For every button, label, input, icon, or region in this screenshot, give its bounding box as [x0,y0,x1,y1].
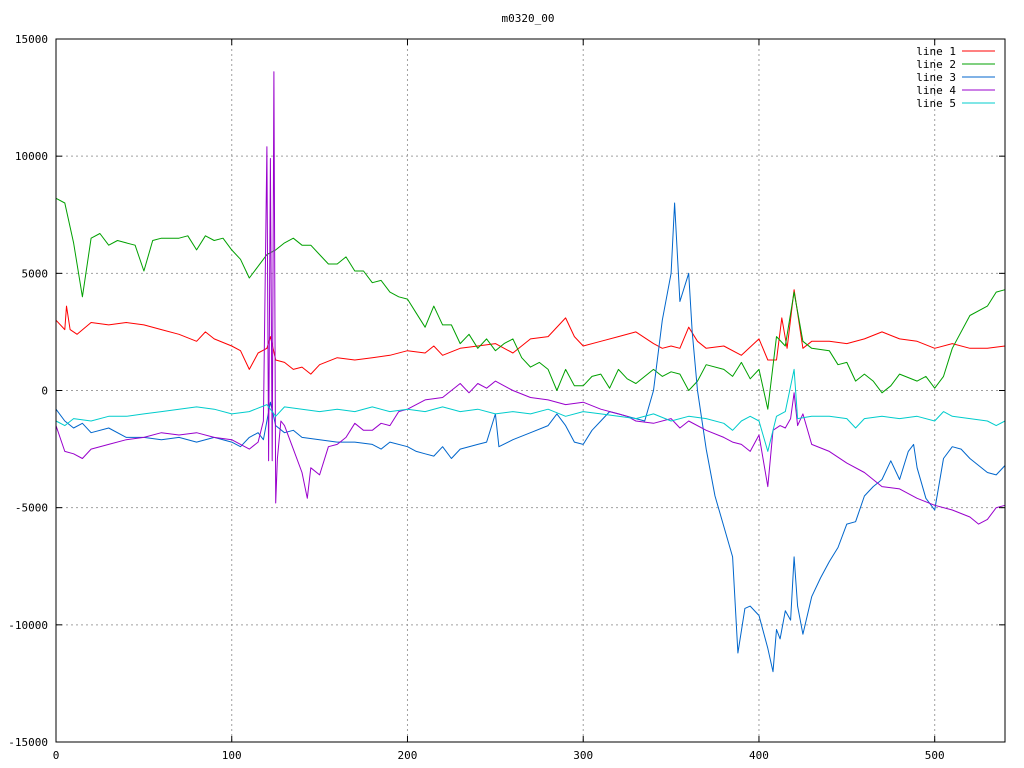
y-tick-label: -10000 [8,619,48,632]
legend-label: line 4 [916,84,956,97]
legend-label: line 1 [916,45,956,58]
x-tick-label: 200 [398,749,418,762]
legend-label: line 5 [916,97,956,110]
x-tick-label: 0 [53,749,60,762]
y-tick-label: -15000 [8,736,48,749]
axis-ticks: 0 100 200 300 400 500 -15000 -10000 -5000 0 5000 10… [8,33,1005,762]
x-tick-label: 500 [925,749,945,762]
series-line [55,368,1006,452]
chart-title: m0320_00 [502,12,555,25]
series-line [55,71,1006,525]
legend-label: line 3 [916,71,956,84]
y-tick-label: -5000 [15,502,48,515]
series-line [55,197,1006,410]
y-tick-label: 5000 [22,267,49,280]
series-line [55,289,1006,375]
x-tick-label: 100 [222,749,242,762]
y-tick-label: 10000 [15,150,48,163]
x-tick-label: 400 [749,749,769,762]
x-tick-label: 300 [573,749,593,762]
y-tick-label: 0 [41,385,48,398]
grid [56,39,1005,742]
series-lines [55,71,1006,673]
legend-label: line 2 [916,58,956,71]
y-tick-label: 15000 [15,33,48,46]
